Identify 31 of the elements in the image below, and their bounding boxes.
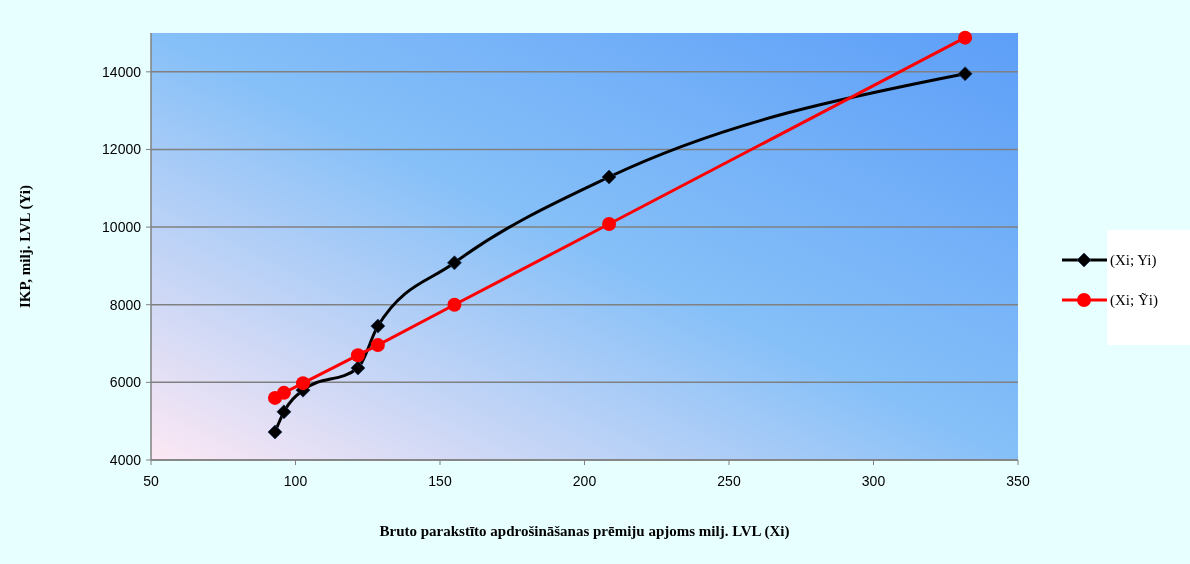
point <box>447 297 462 312</box>
point <box>370 318 386 334</box>
x-axis-title: Bruto parakstīto apdrošināšanas prēmiju apjoms milj. LVL (Xi) <box>379 523 790 540</box>
point <box>296 376 311 391</box>
point <box>601 169 617 185</box>
point <box>350 348 365 363</box>
x-tick-label: 300 <box>861 473 886 489</box>
y-tick-label: 6000 <box>109 374 142 391</box>
point <box>958 30 973 45</box>
y-tick-label: 4000 <box>109 451 142 468</box>
point <box>957 66 973 82</box>
legend-label: (Xi; Yi) <box>1110 252 1157 270</box>
y-tick-label: 12000 <box>102 141 142 158</box>
point <box>350 360 366 376</box>
point <box>602 216 617 231</box>
x-tick-label: 200 <box>572 473 597 489</box>
point <box>447 255 462 271</box>
x-tick-label: 250 <box>717 473 741 489</box>
x-tick-label: 100 <box>283 473 308 489</box>
legend-label: (Xi; Ỹi) <box>1110 292 1158 310</box>
point <box>267 424 283 440</box>
y-tick-label: 14000 <box>102 63 142 80</box>
y-tick-label: 10000 <box>102 218 142 235</box>
point <box>276 385 291 400</box>
point <box>276 404 292 420</box>
y-axis-title: IKP, milj. LVL (Yi) <box>17 185 34 308</box>
x-tick-label: 350 <box>1006 473 1030 489</box>
point <box>370 338 385 353</box>
x-tick-label: 150 <box>428 473 452 489</box>
x-tick-label: 50 <box>143 473 159 489</box>
y-tick-label: 8000 <box>109 296 142 313</box>
